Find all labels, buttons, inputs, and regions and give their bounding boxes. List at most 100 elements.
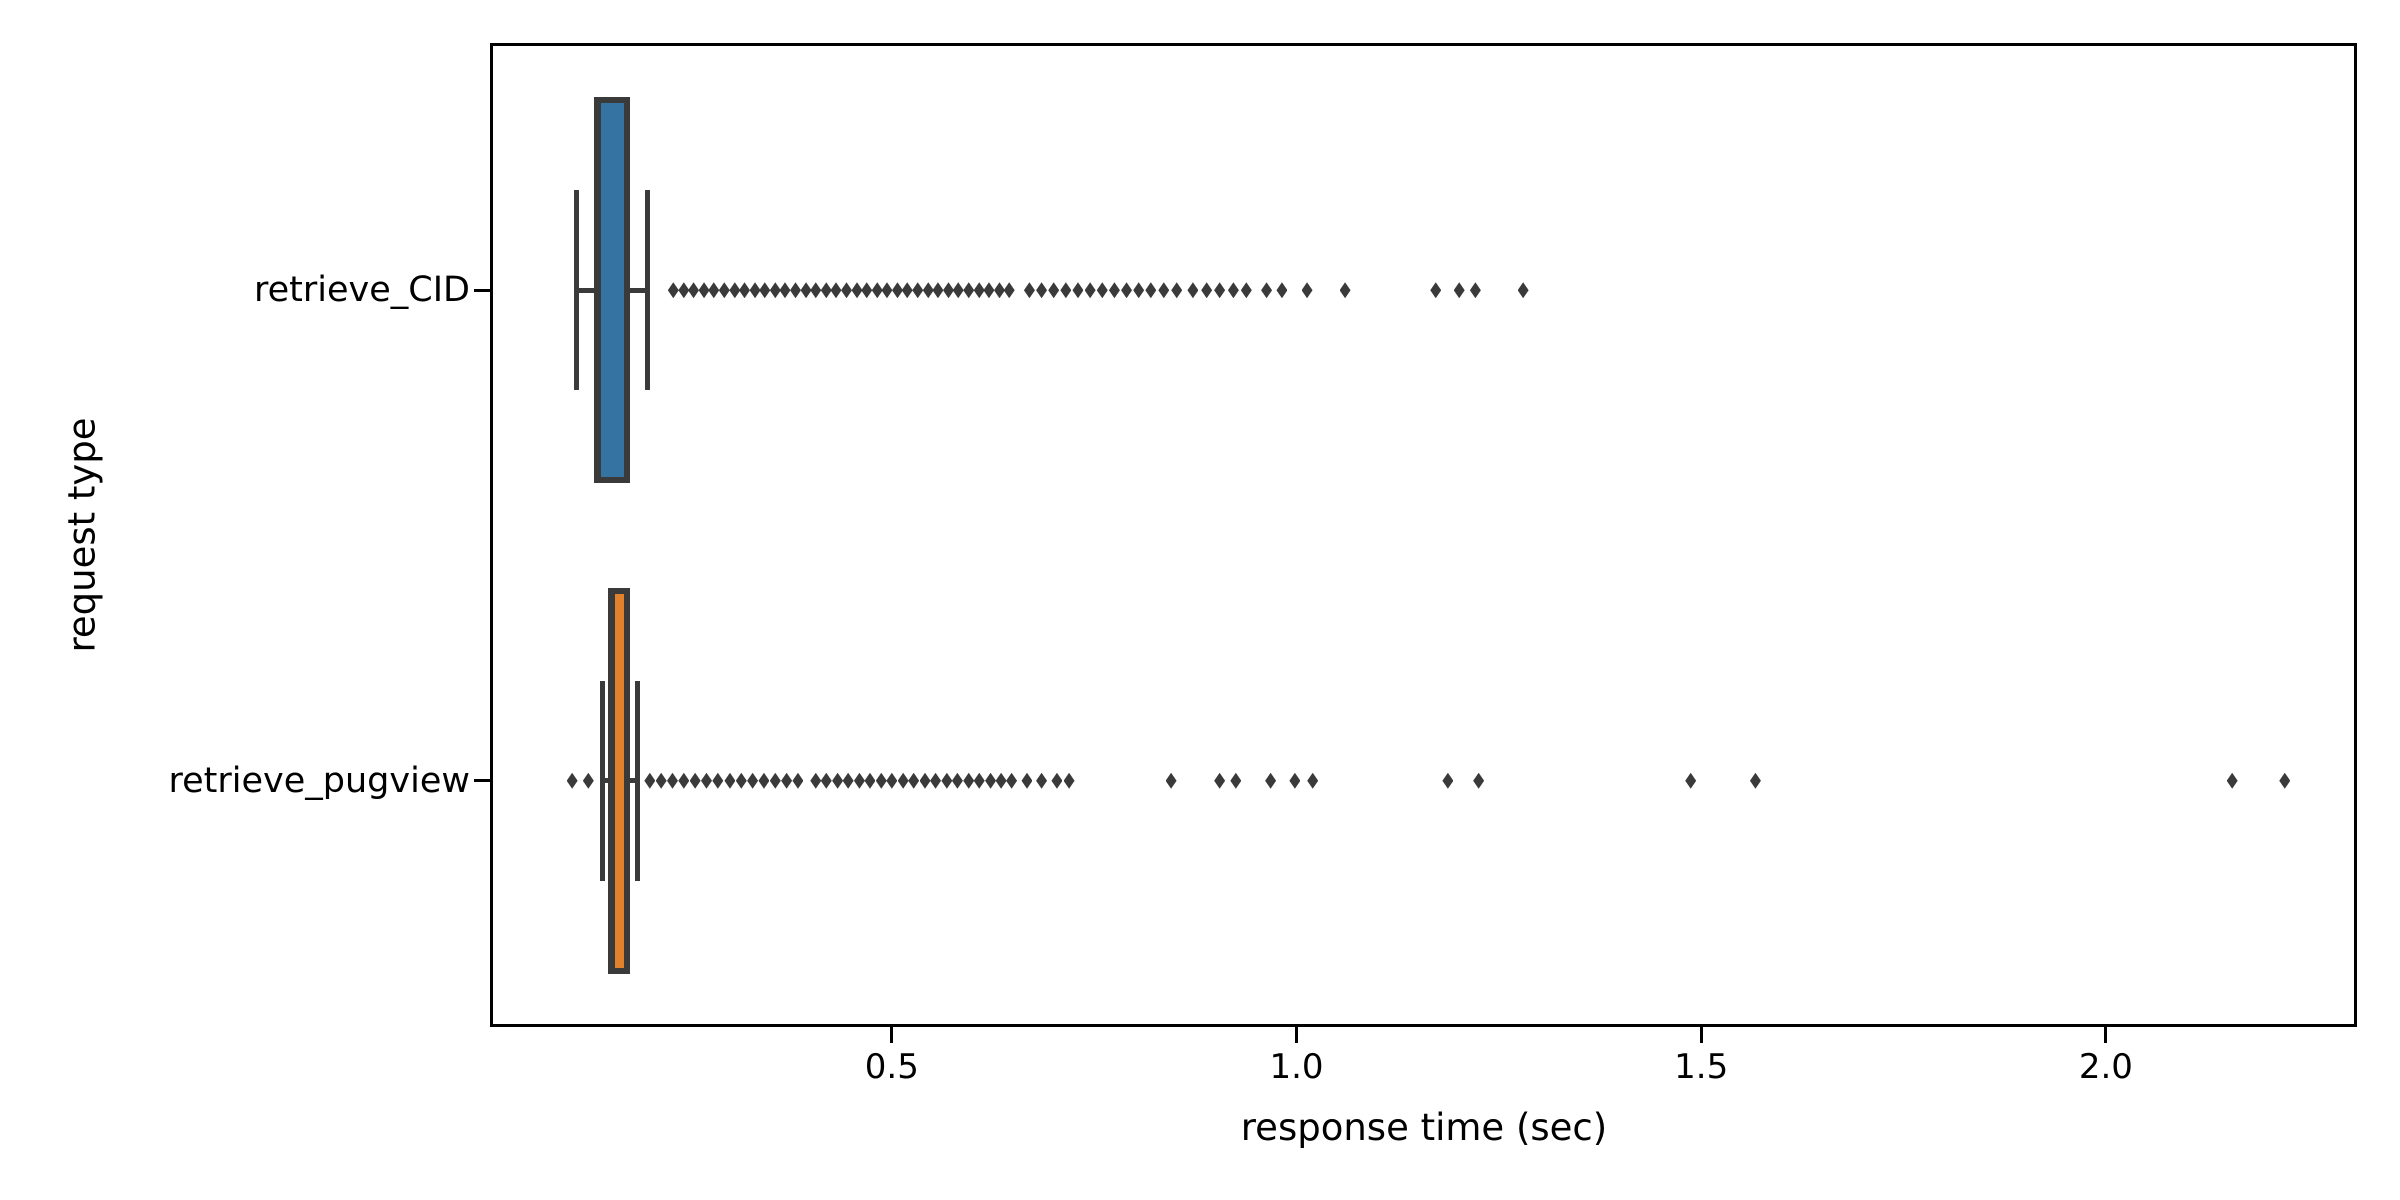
outlier-marker (1469, 282, 1481, 299)
outlier-marker (792, 772, 804, 789)
median-line (608, 587, 615, 974)
outlier-marker (1289, 772, 1301, 789)
outlier-marker (832, 772, 844, 789)
outlier-marker (758, 772, 770, 789)
outlier-marker (1145, 282, 1157, 299)
outlier-marker (1036, 282, 1048, 299)
outlier-marker (897, 772, 909, 789)
outlier-marker (983, 282, 995, 299)
outlier-marker (922, 282, 934, 299)
plot-area (490, 43, 2357, 1027)
outlier-marker (1214, 772, 1226, 789)
outlier-marker (853, 772, 865, 789)
outlier-marker (700, 772, 712, 789)
outlier-marker (735, 772, 747, 789)
outlier-marker (1051, 772, 1063, 789)
outlier-marker (908, 772, 920, 789)
outlier-marker (1430, 282, 1442, 299)
outlier-marker (655, 772, 667, 789)
outlier-marker (769, 772, 781, 789)
median-line (594, 97, 601, 484)
outlier-marker (779, 282, 791, 299)
x-tick (1295, 1027, 1299, 1043)
outlier-marker (739, 282, 751, 299)
outlier-marker (851, 282, 863, 299)
outlier-marker (666, 772, 678, 789)
outlier-marker (1276, 282, 1288, 299)
outlier-marker (1133, 282, 1145, 299)
outlier-marker (1108, 282, 1120, 299)
x-tick (1699, 1027, 1703, 1043)
outlier-marker (952, 282, 964, 299)
outlier-marker (667, 282, 679, 299)
x-tick-label: 2.0 (2078, 1047, 2133, 1087)
outlier-marker (1063, 772, 1075, 789)
outlier-marker (698, 282, 710, 299)
outlier-marker (842, 772, 854, 789)
outlier-marker (566, 772, 578, 789)
outlier-marker (1121, 282, 1133, 299)
outlier-marker (1006, 772, 1018, 789)
outlier-marker (688, 282, 700, 299)
outlier-marker (1517, 282, 1529, 299)
outlier-marker (1230, 772, 1242, 789)
y-tick (474, 779, 492, 783)
outlier-marker (951, 772, 963, 789)
outlier-marker (2279, 772, 2291, 789)
outlier-marker (678, 772, 690, 789)
outlier-marker (861, 282, 873, 299)
outlier-marker (1227, 282, 1239, 299)
outlier-marker (749, 282, 761, 299)
outlier-marker (810, 772, 822, 789)
outlier-marker (800, 282, 812, 299)
outlier-marker (708, 282, 720, 299)
outlier-marker (930, 772, 942, 789)
outlier-marker (1171, 282, 1183, 299)
outlier-marker (1307, 772, 1319, 789)
outlier-marker (1453, 282, 1465, 299)
outlier-marker (1187, 282, 1199, 299)
outlier-marker (724, 772, 736, 789)
outlier-marker (1201, 282, 1213, 299)
outlier-marker (993, 282, 1005, 299)
outlier-marker (881, 282, 893, 299)
outlier-marker (769, 282, 781, 299)
x-tick-label: 1.5 (1674, 1047, 1729, 1087)
outlier-marker (820, 282, 832, 299)
outlier-marker (1214, 282, 1226, 299)
outlier-marker (901, 282, 913, 299)
outlier-marker (689, 772, 701, 789)
outlier-marker (1003, 282, 1015, 299)
outlier-marker (1158, 282, 1170, 299)
outlier-marker (1339, 282, 1351, 299)
outlier-marker (644, 772, 656, 789)
outlier-marker (1265, 772, 1277, 789)
outlier-marker (781, 772, 793, 789)
x-tick (2104, 1027, 2108, 1043)
outlier-marker (1301, 282, 1313, 299)
outlier-marker (729, 282, 741, 299)
outlier-marker (1084, 282, 1096, 299)
outlier-marker (891, 282, 903, 299)
outlier-marker (985, 772, 997, 789)
y-tick (474, 288, 492, 292)
outlier-marker (790, 282, 802, 299)
outlier-marker (864, 772, 876, 789)
outlier-marker (919, 772, 931, 789)
x-tick (890, 1027, 894, 1043)
outlier-marker (963, 282, 975, 299)
x-tick-label: 0.5 (864, 1047, 919, 1087)
outlier-marker (712, 772, 724, 789)
x-tick-label: 1.0 (1269, 1047, 1324, 1087)
outlier-marker (1442, 772, 1454, 789)
outlier-marker (1096, 282, 1108, 299)
outlier-marker (1473, 772, 1485, 789)
outlier-marker (759, 282, 771, 299)
outlier-marker (932, 282, 944, 299)
outlier-marker (1036, 772, 1048, 789)
y-tick-label: retrieve_CID (254, 270, 470, 311)
outlier-marker (1060, 282, 1072, 299)
outlier-marker (973, 772, 985, 789)
outlier-marker (1072, 282, 1084, 299)
